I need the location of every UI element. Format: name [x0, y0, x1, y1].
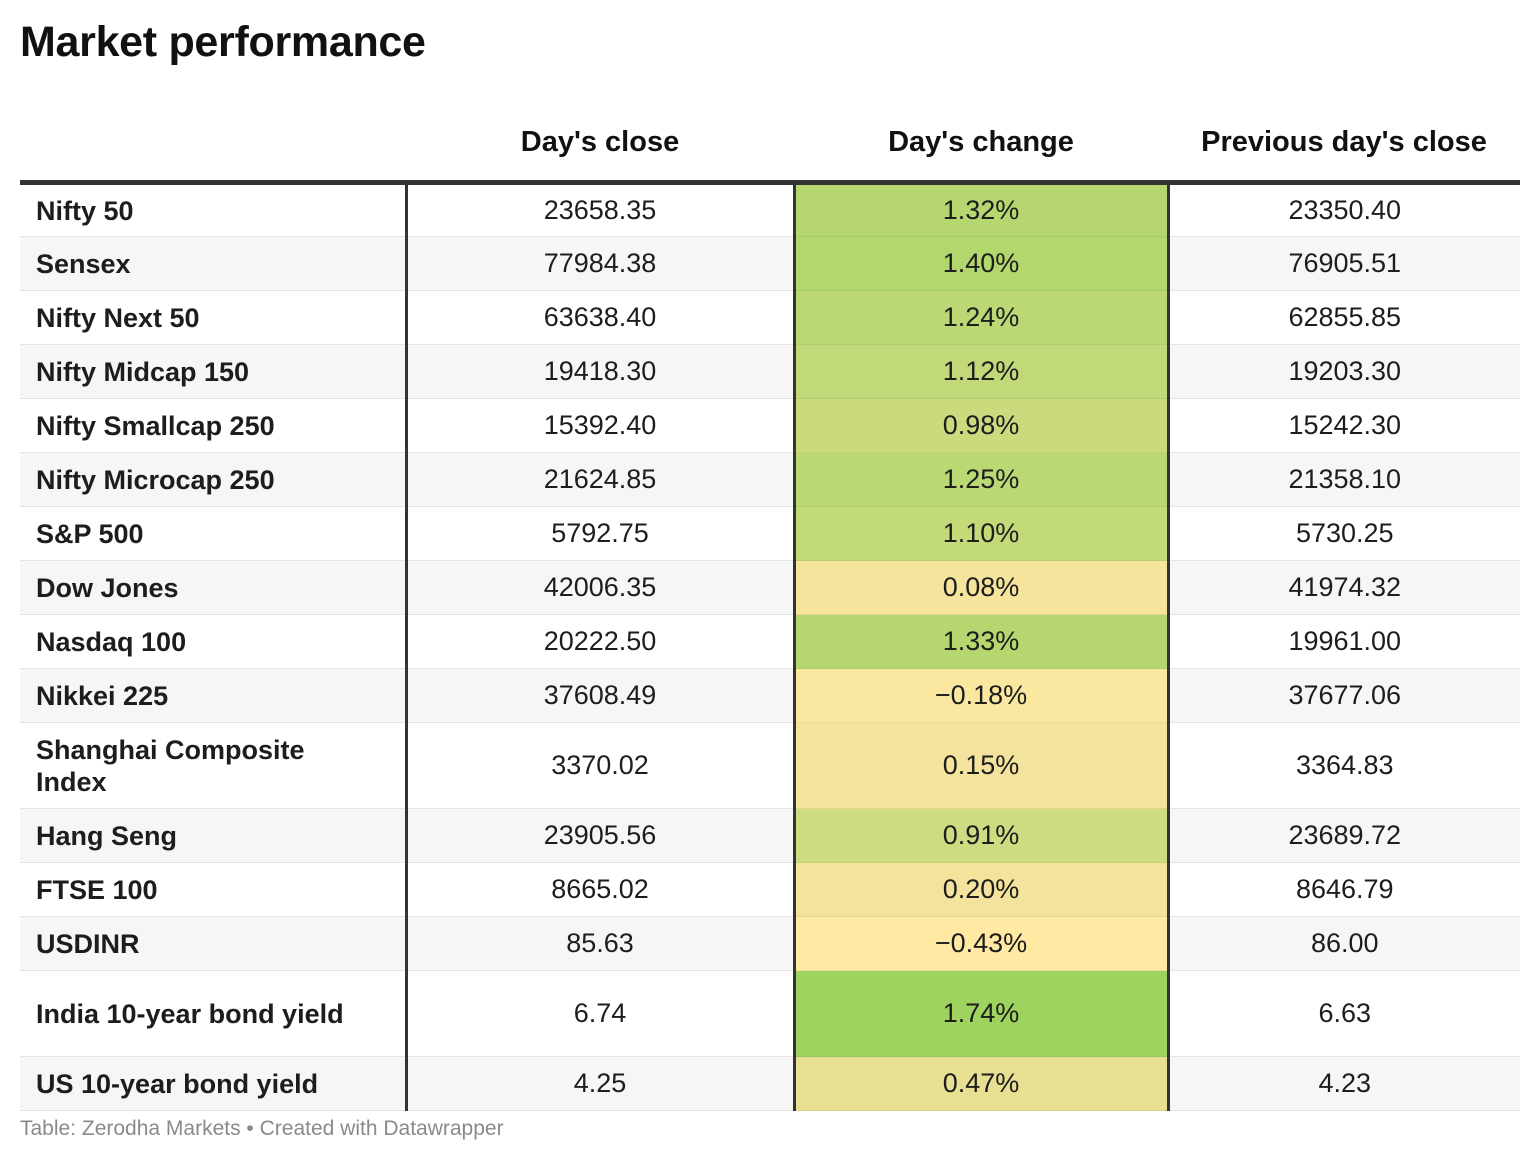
row-days-change: 1.12% [792, 344, 1170, 399]
row-name: Hang Seng [20, 808, 406, 863]
row-days-close: 19418.30 [404, 344, 794, 399]
source-note: Table: Zerodha Markets • Created with Da… [20, 1117, 504, 1140]
row-days-close: 85.63 [404, 916, 794, 971]
row-name: S&P 500 [20, 506, 406, 561]
header-previous-close: Previous day's close [1168, 105, 1520, 185]
row-name: US 10-year bond yield [20, 1056, 406, 1111]
table-row: Nasdaq 100 20222.50 1.33% 19961.00 [20, 614, 1520, 669]
row-previous-close: 23350.40 [1168, 182, 1520, 237]
row-name: FTSE 100 [20, 862, 406, 917]
row-name: Nikkei 225 [20, 668, 406, 723]
row-days-change: 0.15% [792, 722, 1170, 809]
row-days-change: 1.40% [792, 236, 1170, 291]
table-row: Sensex 77984.38 1.40% 76905.51 [20, 236, 1520, 291]
row-previous-close: 6.63 [1168, 970, 1520, 1057]
header-days-close: Day's close [406, 105, 794, 185]
table-row: Nifty Smallcap 250 15392.40 0.98% 15242.30 [20, 398, 1520, 453]
row-previous-close: 23689.72 [1168, 808, 1520, 863]
row-days-change: −0.43% [792, 916, 1170, 971]
row-name: USDINR [20, 916, 406, 971]
row-previous-close: 15242.30 [1168, 398, 1520, 453]
row-days-change: 0.98% [792, 398, 1170, 453]
row-name: Nifty Microcap 250 [20, 452, 406, 507]
row-previous-close: 4.23 [1168, 1056, 1520, 1111]
row-days-close: 23905.56 [404, 808, 794, 863]
table-row: S&P 500 5792.75 1.10% 5730.25 [20, 506, 1520, 561]
row-previous-close: 19203.30 [1168, 344, 1520, 399]
row-previous-close: 8646.79 [1168, 862, 1520, 917]
row-days-change: 0.47% [792, 1056, 1170, 1111]
row-previous-close: 86.00 [1168, 916, 1520, 971]
row-days-close: 6.74 [404, 970, 794, 1057]
row-name: Nifty 50 [20, 182, 406, 237]
row-previous-close: 21358.10 [1168, 452, 1520, 507]
row-previous-close: 37677.06 [1168, 668, 1520, 723]
header-name [20, 105, 406, 185]
row-days-change: 0.91% [792, 808, 1170, 863]
row-days-change: 1.74% [792, 970, 1170, 1057]
row-days-change: 1.25% [792, 452, 1170, 507]
table-row: Shanghai Composite Index 3370.02 0.15% 3364… [20, 722, 1520, 809]
row-days-change: 1.33% [792, 614, 1170, 669]
row-days-close: 63638.40 [404, 290, 794, 345]
row-previous-close: 3364.83 [1168, 722, 1520, 809]
row-days-change: 0.20% [792, 862, 1170, 917]
row-days-change: −0.18% [792, 668, 1170, 723]
table-row: Nifty Microcap 250 21624.85 1.25% 21358.10 [20, 452, 1520, 507]
row-days-close: 42006.35 [404, 560, 794, 615]
row-name: Nifty Next 50 [20, 290, 406, 345]
row-days-change: 1.32% [792, 182, 1170, 237]
row-previous-close: 62855.85 [1168, 290, 1520, 345]
row-days-close: 20222.50 [404, 614, 794, 669]
row-days-close: 21624.85 [404, 452, 794, 507]
row-name: Nifty Midcap 150 [20, 344, 406, 399]
market-table: Day's close Day's change Previous day's … [20, 105, 1520, 1111]
table-row: Nifty Next 50 63638.40 1.24% 62855.85 [20, 290, 1520, 345]
table-row: Hang Seng 23905.56 0.91% 23689.72 [20, 808, 1520, 863]
table-row: Nifty 50 23658.35 1.32% 23350.40 [20, 182, 1520, 237]
row-days-close: 5792.75 [404, 506, 794, 561]
table-row: Nikkei 225 37608.49 −0.18% 37677.06 [20, 668, 1520, 723]
row-previous-close: 41974.32 [1168, 560, 1520, 615]
row-name: India 10-year bond yield [20, 970, 406, 1057]
table-row: FTSE 100 8665.02 0.20% 8646.79 [20, 862, 1520, 917]
table-header-row: Day's close Day's change Previous day's … [20, 105, 1520, 185]
row-days-change: 1.24% [792, 290, 1170, 345]
row-previous-close: 19961.00 [1168, 614, 1520, 669]
table-row: US 10-year bond yield 4.25 0.47% 4.23 [20, 1056, 1520, 1111]
row-previous-close: 5730.25 [1168, 506, 1520, 561]
row-name: Nifty Smallcap 250 [20, 398, 406, 453]
row-name: Sensex [20, 236, 406, 291]
header-days-change: Day's change [794, 105, 1168, 185]
row-days-change: 0.08% [792, 560, 1170, 615]
row-days-close: 8665.02 [404, 862, 794, 917]
row-name: Dow Jones [20, 560, 406, 615]
table-row: USDINR 85.63 −0.43% 86.00 [20, 916, 1520, 971]
page-title: Market performance [20, 18, 426, 66]
row-name: Nasdaq 100 [20, 614, 406, 669]
table-row: Nifty Midcap 150 19418.30 1.12% 19203.30 [20, 344, 1520, 399]
row-days-close: 23658.35 [404, 182, 794, 237]
row-days-close: 15392.40 [404, 398, 794, 453]
table-row: Dow Jones 42006.35 0.08% 41974.32 [20, 560, 1520, 615]
table-row: India 10-year bond yield 6.74 1.74% 6.63 [20, 970, 1520, 1057]
row-name: Shanghai Composite Index [20, 722, 406, 809]
row-previous-close: 76905.51 [1168, 236, 1520, 291]
row-days-close: 77984.38 [404, 236, 794, 291]
row-days-close: 37608.49 [404, 668, 794, 723]
table-body: Nifty 50 23658.35 1.32% 23350.40 Sensex 77984… [20, 182, 1520, 1111]
row-days-close: 4.25 [404, 1056, 794, 1111]
row-days-close: 3370.02 [404, 722, 794, 809]
row-days-change: 1.10% [792, 506, 1170, 561]
